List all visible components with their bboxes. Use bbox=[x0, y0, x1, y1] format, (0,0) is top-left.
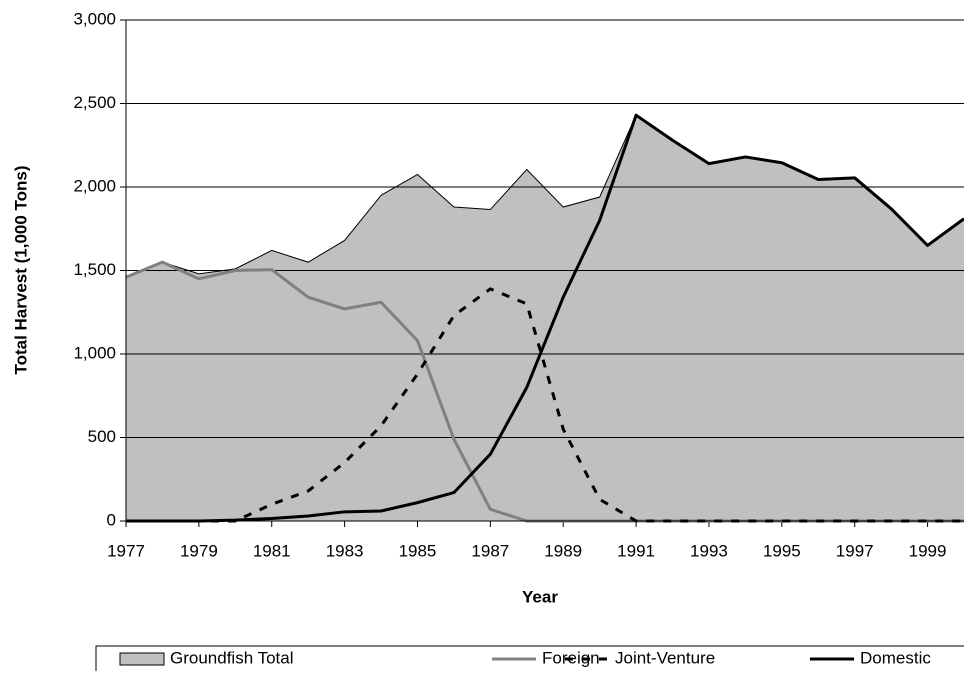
x-tick-label: 1993 bbox=[690, 541, 728, 560]
y-tick-label: 1,500 bbox=[73, 260, 116, 279]
y-tick-label: 1,000 bbox=[73, 343, 116, 362]
x-tick-label: 1981 bbox=[253, 541, 291, 560]
area-fill bbox=[126, 115, 964, 521]
x-tick-label: 1977 bbox=[107, 541, 145, 560]
x-tick-label: 1997 bbox=[836, 541, 874, 560]
x-tick-label: 1991 bbox=[617, 541, 655, 560]
x-tick-label: 1999 bbox=[909, 541, 947, 560]
y-tick-label: 500 bbox=[88, 427, 116, 446]
y-tick-label: 0 bbox=[107, 510, 116, 529]
x-tick-label: 1995 bbox=[763, 541, 801, 560]
x-tick-label: 1989 bbox=[544, 541, 582, 560]
y-tick-label: 2,500 bbox=[73, 93, 116, 112]
x-tick-label: 1987 bbox=[471, 541, 509, 560]
x-axis-title: Year bbox=[522, 587, 558, 606]
x-tick-label: 1983 bbox=[326, 541, 364, 560]
legend-label: Joint-Venture bbox=[615, 648, 715, 667]
legend-label: Groundfish Total bbox=[170, 648, 293, 667]
y-tick-label: 2,000 bbox=[73, 176, 116, 195]
y-axis-title: Total Harvest (1,000 Tons) bbox=[11, 165, 30, 374]
legend-swatch bbox=[119, 652, 165, 666]
legend-label: Domestic bbox=[860, 648, 931, 667]
line-series bbox=[126, 113, 964, 523]
x-tick-label: 1979 bbox=[180, 541, 218, 560]
y-tick-label: 3,000 bbox=[73, 9, 116, 28]
line-series bbox=[126, 287, 964, 523]
x-tick-label: 1985 bbox=[399, 541, 437, 560]
